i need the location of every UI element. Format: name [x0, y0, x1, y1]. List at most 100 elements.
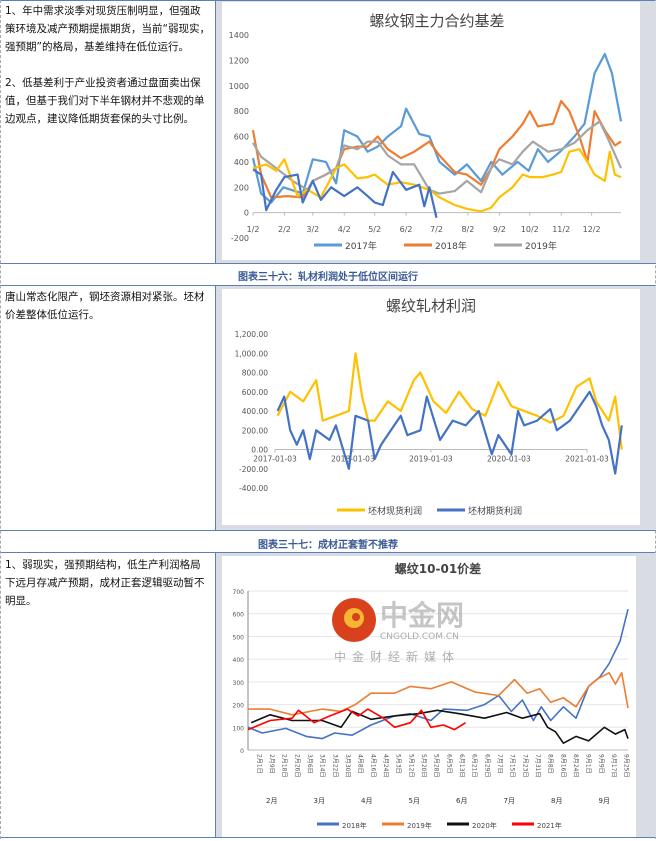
x-tick-label: 6月29日: [483, 754, 490, 777]
month-label: 7月: [504, 797, 515, 805]
column-divider: [215, 285, 216, 530]
month-label: 5月: [409, 797, 420, 805]
x-tick-label: 2021-01-03: [565, 455, 609, 464]
x-tick-label: 4月24日: [382, 754, 389, 777]
legend-label: 2018年: [342, 821, 367, 830]
series-line-1: [276, 390, 623, 475]
y-tick-label: -200.00: [239, 465, 268, 474]
basis-chart: 螺纹钢主力合约基差 1400 1200 1000 800 600 400 200 0 -200 1/…: [222, 2, 640, 260]
table-border-bottom: [0, 837, 656, 838]
series-line-1: [251, 99, 622, 199]
x-tick-label: 2020-01-03: [487, 455, 531, 464]
y-tick-label: 500: [233, 634, 245, 641]
x-tick-label: 3月14日: [319, 754, 326, 777]
paragraph: 2、低基差利于产业投资者通过盘面卖出保值，但基于我们对下半年钢材并不悲观的单边观…: [5, 77, 205, 125]
y-tick-label: 0: [244, 209, 249, 218]
spread-chart: 螺纹10-01价差 700 600 500 400 300 200 100 0 2月1日 2月9日 2…: [222, 556, 636, 837]
chart-title: 螺纹轧材利润: [386, 297, 476, 315]
x-tick-label: 10/2: [521, 225, 539, 234]
y-tick-label: 0: [240, 748, 244, 755]
x-tick-label: 7月15日: [509, 754, 516, 777]
paragraph: 1、弱现实，强预期结构，低生产利润格局下远月存减产预期，成材正套逻辑驱动暂不明显…: [5, 559, 205, 607]
x-tick-label: 2/2: [278, 225, 291, 234]
column-divider: [215, 552, 216, 837]
legend-label: 2017年: [345, 240, 377, 252]
y-tick-label: 1000: [229, 82, 249, 91]
x-tick-label: 11/2: [552, 225, 570, 234]
y-tick-label: 400: [233, 657, 245, 664]
analysis-text: 唐山常态化限产，钢坯资源相对紧张。坯材价差整体低位运行。: [5, 288, 211, 324]
profit-chart: 螺纹轧材利润 1,200.00 1,000.00 800.00 600.00 400.00…: [222, 289, 640, 525]
y-tick-label: 800.00: [242, 369, 268, 378]
row-divider: [0, 552, 656, 553]
figure-caption: 图表三十七：成材正套暂不推荐: [258, 540, 398, 551]
column-divider: [215, 0, 216, 263]
spread-chart-svg: 螺纹10-01价差 700 600 500 400 300 200 100 0 2月1日 2月9日 2…: [233, 561, 630, 830]
series-line-0: [247, 609, 629, 740]
y-tick-label: 600: [234, 133, 249, 142]
y-tick-label: 200: [234, 183, 249, 192]
y-tick-label: 600.00: [242, 388, 268, 397]
x-tick-label: 6月13日: [458, 754, 465, 777]
x-tick-label: 8月8日: [547, 754, 554, 774]
x-tick-label: 2月26日: [293, 754, 300, 777]
watermark-logo: 中金网 CNGOLD.COM.CN 中金财经新媒体: [330, 594, 490, 666]
watermark-domain: CNGOLD.COM.CN: [380, 632, 459, 642]
chart-cell: 螺纹轧材利润 1,200.00 1,000.00 800.00 600.00 400.00…: [216, 286, 656, 530]
logo-dot-icon: [352, 613, 360, 621]
x-tick-label: 2019-01-03: [409, 455, 453, 464]
x-tick-label: 1/2: [247, 225, 260, 234]
chart-title: 螺纹10-01价差: [395, 561, 481, 576]
legend-label: 2019年: [525, 240, 557, 252]
series-line-0: [251, 52, 623, 204]
legend-label: 2018年: [435, 240, 467, 252]
x-tick-label: 4/2: [338, 225, 351, 234]
y-tick-label: 700: [233, 589, 245, 596]
x-tick-label: 8月24日: [572, 754, 579, 777]
x-tick-label: 5月20日: [420, 754, 427, 777]
x-tick-label: 8/2: [461, 225, 474, 234]
x-tick-label: 2月1日: [255, 754, 262, 774]
x-tick-label: 12/2: [583, 225, 601, 234]
legend-label: 2020年: [472, 821, 497, 830]
y-tick-label: 400.00: [242, 407, 268, 416]
series-line-0: [276, 352, 623, 450]
x-tick-label: 6月5日: [445, 754, 452, 774]
x-tick-label: 3月22日: [331, 754, 338, 777]
analysis-text: 1、弱现实，强预期结构，低生产利润格局下远月存减产预期，成材正套逻辑驱动暂不明显…: [5, 556, 211, 610]
y-tick-label: 800: [234, 107, 249, 116]
basis-chart-svg: 螺纹钢主力合约基差 1400 1200 1000 800 600 400 200 0 -2001/…: [229, 12, 623, 252]
watermark-slogan: 中金财经新媒体: [334, 650, 461, 664]
y-tick-label: -400.00: [239, 484, 268, 493]
legend-label: 2019年: [407, 821, 432, 830]
watermark-logo-svg: [332, 598, 376, 642]
x-tick-label: 9/2: [493, 225, 506, 234]
x-tick-label: 6/2: [400, 225, 413, 234]
series-line-2: [252, 120, 623, 195]
x-tick-label: 5月28日: [433, 754, 440, 777]
paragraph: 1、年中需求淡季对现货压制明显，但强政策环境及减产预期提振期货，当前“弱现实，强…: [5, 5, 210, 53]
y-tick-label: 600: [233, 612, 245, 619]
table-border-left: [0, 0, 1, 839]
y-tick-label: 1,000.00: [235, 349, 269, 358]
legend-label: 坯材期货利润: [468, 505, 522, 517]
x-tick-label: 2月18日: [281, 754, 288, 777]
series-line-4: [252, 168, 438, 218]
profit-chart-svg: 螺纹轧材利润 1,200.00 1,000.00 800.00 600.00 400.00…: [235, 297, 623, 517]
chart-cell: 螺纹钢主力合约基差 1400 1200 1000 800 600 400 200 0 -200 1/…: [216, 1, 656, 263]
x-tick-label: 2月9日: [268, 754, 275, 774]
x-tick-label: 5月12日: [407, 754, 414, 777]
x-tick-label: 5月3日: [395, 754, 402, 774]
analysis-text: 1、年中需求淡季对现货压制明显，但强政策环境及减产预期提振期货，当前“弱现实，强…: [5, 2, 211, 128]
legend-label: 坯材现货利润: [368, 505, 422, 517]
y-tick-label: 1200: [229, 56, 249, 65]
chart-cell: 螺纹10-01价差 700 600 500 400 300 200 100 0 2月1日 2月9日 2…: [216, 553, 656, 837]
x-tick-label: 7/2: [430, 225, 443, 234]
chart-title: 螺纹钢主力合约基差: [369, 12, 504, 30]
row-divider: [0, 263, 656, 264]
x-tick-label: 3月30日: [344, 754, 351, 777]
series-line-1: [248, 672, 629, 716]
month-label: 8月: [551, 797, 562, 805]
x-tick-label: 4月16日: [369, 754, 376, 777]
month-label: 2月: [266, 797, 277, 805]
